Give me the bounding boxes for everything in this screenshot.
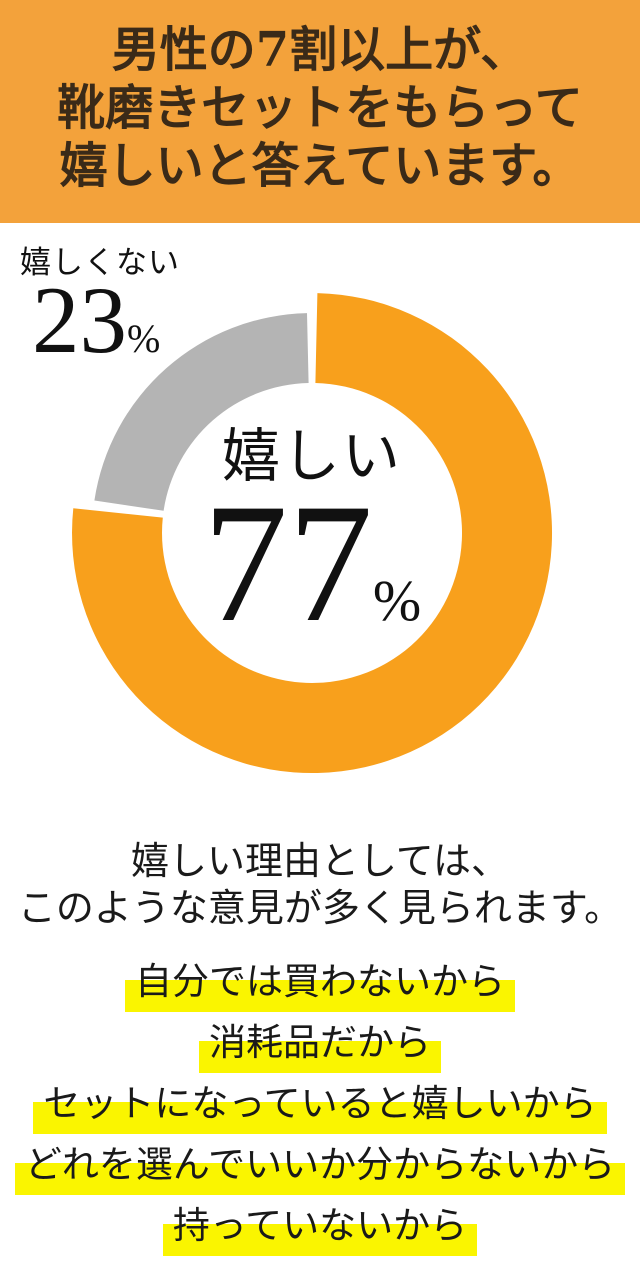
reason-highlighted-text: 持っていないから xyxy=(162,1204,478,1256)
happy-center-label: 嬉しい 77% xyxy=(112,422,512,648)
reasons-intro-line-1: 嬉しい理由としては、 xyxy=(130,839,510,883)
donut-chart xyxy=(72,293,553,774)
reason-item: 持っていないから xyxy=(0,1204,640,1265)
not-happy-value: 23% xyxy=(32,273,160,368)
reason-highlighted-text: 自分では買わないから xyxy=(125,960,515,1012)
not-happy-label: 嬉しくない xyxy=(20,245,180,281)
header-title-line-3: 嬉しいと答えています。 xyxy=(59,138,581,194)
reason-highlighted-text: 消耗品だから xyxy=(199,1021,441,1073)
header-title-line-1: 男性の7割以上が、 xyxy=(111,22,529,78)
header-banner: 男性の7割以上が、 靴磨きセットをもらって 嬉しいと答えています。 xyxy=(0,0,640,223)
donut-segment-1 xyxy=(94,313,309,511)
header-title-line-2: 靴磨きセットをもらって xyxy=(57,80,583,136)
happy-percent-sign: % xyxy=(372,568,422,633)
happy-label: 嬉しい xyxy=(221,422,402,490)
reason-highlighted-text: どれを選んでいいか分からないから xyxy=(14,1143,626,1195)
donut-segment-0 xyxy=(72,293,553,774)
reason-item: セットになっていると嬉しいから xyxy=(0,1082,640,1143)
not-happy-callout: 嬉しくない 23% xyxy=(20,245,180,368)
reason-item: 消耗品だから xyxy=(0,1021,640,1082)
reasons-intro-line-2: このような意見が多く見られます。 xyxy=(17,886,623,930)
reasons-list: 自分では買わないから 消耗品だから セットになっていると嬉しいから どれを選んで… xyxy=(0,960,640,1265)
reasons-intro: 嬉しい理由としては、 このような意見が多く見られます。 xyxy=(0,838,640,932)
happy-value: 77% xyxy=(112,478,512,648)
reason-highlighted-text: セットになっていると嬉しいから xyxy=(33,1082,607,1134)
not-happy-percent-sign: % xyxy=(127,316,161,361)
not-happy-percent-number: 23 xyxy=(32,267,127,373)
happy-percent-number: 77 xyxy=(202,469,373,657)
reason-item: 自分では買わないから xyxy=(0,960,640,1021)
reason-item: どれを選んでいいか分からないから xyxy=(0,1143,640,1204)
